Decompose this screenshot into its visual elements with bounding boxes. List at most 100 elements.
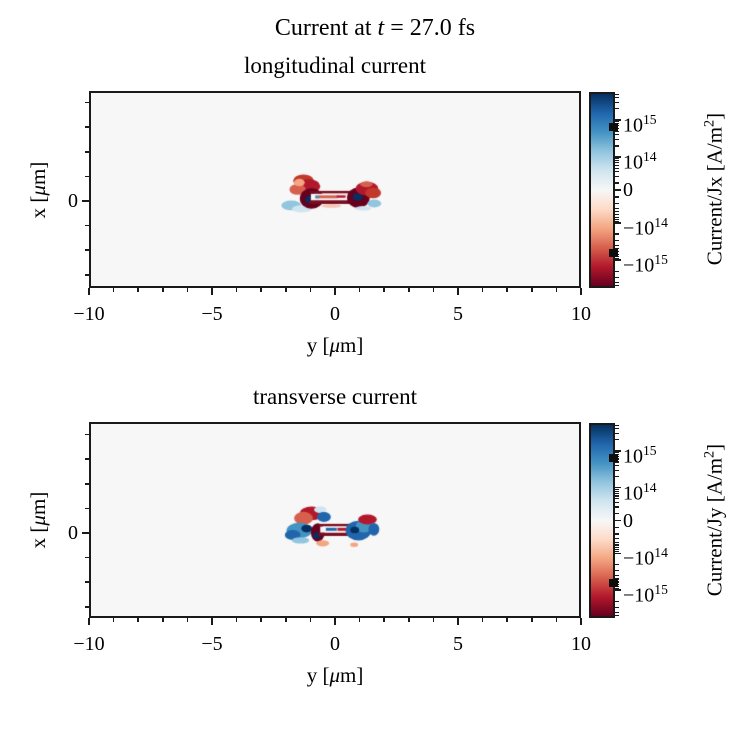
panel1-ytick-label: 0 (68, 190, 78, 212)
figure-title: Current at t = 27.0 fs (0, 14, 750, 42)
panel2-ytick-label: 0 (68, 522, 78, 544)
colorbar-minor-tick (615, 277, 619, 279)
x-minor-tick (260, 618, 262, 622)
panel1-title: longitudinal current (243, 53, 427, 78)
y-minor-tick (85, 458, 89, 460)
figure-title-text: Current at (274, 15, 378, 41)
y-minor-tick (85, 175, 89, 178)
colorbar-minor-tick (615, 182, 619, 184)
colorbar-tick-label: −1015 (623, 251, 668, 277)
colorbar-minor-tick (615, 160, 619, 162)
x-minor-tick (481, 618, 484, 622)
colorbar-minor-tick (615, 488, 619, 490)
colorbar-minor-tick (615, 498, 619, 500)
x-minor-tick (137, 288, 139, 292)
panel2-plot-area (89, 422, 581, 618)
colorbar-tick-label: 1015 (623, 112, 657, 137)
colorbar-minor-tick (615, 578, 619, 580)
panel2-heatmap (91, 424, 579, 616)
colorbar-minor-tick (615, 469, 619, 471)
colorbar-minor-tick (615, 220, 619, 222)
x-tick-label: 5 (453, 303, 463, 325)
x-minor-tick (506, 618, 508, 622)
colorbar-minor-tick (615, 281, 619, 283)
colorbar-major-tick (615, 156, 621, 158)
x-minor-tick (555, 288, 558, 292)
y-major-tick (82, 200, 89, 202)
y-minor-tick (85, 507, 89, 510)
y-minor-tick (85, 274, 89, 276)
colorbar-minor-tick (615, 207, 619, 209)
colorbar-minor-tick (615, 476, 619, 478)
colorbar-minor-tick (615, 130, 619, 132)
colorbar-minor-tick (615, 451, 619, 454)
colorbar-minor-tick (615, 570, 619, 572)
x-minor-tick (186, 288, 189, 292)
y-minor-tick (85, 151, 89, 153)
colorbar-major-tick (615, 189, 621, 191)
x-minor-tick (162, 618, 164, 622)
colorbar-tick-cluster (609, 122, 618, 131)
colorbar-minor-tick (615, 164, 619, 166)
colorbar-tick-cluster (609, 249, 618, 258)
colorbar-minor-tick (615, 428, 619, 430)
x-minor-tick (555, 618, 558, 622)
panel2-colorbar-label: Current/Jy [A/m2] (701, 443, 727, 597)
colorbar-minor-tick (615, 501, 619, 503)
colorbar-tick-label: 0 (623, 179, 633, 201)
colorbar-tick-label: 0 (623, 509, 633, 532)
x-minor-tick (285, 288, 287, 292)
panel2-title: transverse current (252, 384, 418, 409)
colorbar-minor-tick (615, 611, 619, 613)
colorbar-minor-tick (615, 202, 619, 205)
panel1-plot-area (89, 91, 581, 288)
colorbar-minor-tick (615, 121, 619, 123)
colorbar-minor-tick (615, 162, 619, 164)
x-tick-label: 0 (330, 303, 340, 325)
colorbar-minor-tick (615, 240, 619, 242)
colorbar-major-tick (615, 552, 621, 554)
x-tick-label: −10 (73, 633, 105, 655)
x-minor-tick (531, 288, 533, 292)
panel1-colorbar-label: Current/Jx [A/m2] (701, 112, 727, 266)
x-minor-tick (506, 288, 508, 292)
x-minor-tick (186, 618, 189, 622)
x-tick-label: 10 (571, 303, 591, 325)
colorbar-minor-tick (615, 175, 619, 178)
x-tick-label: −10 (73, 303, 105, 325)
colorbar-minor-tick (615, 544, 619, 546)
colorbar-minor-tick (615, 214, 619, 216)
x-tick-label: −5 (201, 633, 223, 655)
colorbar-minor-tick (615, 506, 619, 508)
x-minor-tick (383, 288, 385, 292)
colorbar-minor-tick (615, 218, 619, 220)
x-minor-tick (112, 288, 115, 292)
colorbar-major-tick (615, 589, 621, 591)
colorbar-minor-tick (615, 101, 619, 103)
colorbar-minor-tick (615, 546, 619, 549)
colorbar-minor-tick (615, 158, 619, 160)
y-major-tick (82, 532, 89, 534)
colorbar-tick-label: 1014 (623, 479, 657, 505)
colorbar-major-tick (615, 259, 621, 261)
panel2-ylabel: x [μm] (26, 491, 50, 549)
x-minor-tick (481, 288, 484, 292)
x-minor-tick (112, 618, 115, 622)
panel1-heatmap (91, 93, 579, 286)
x-major-tick (211, 288, 213, 295)
colorbar-tick-label: −1014 (623, 214, 668, 240)
colorbar-minor-tick (615, 216, 619, 218)
panel1-ylabel: x [μm] (26, 161, 50, 219)
colorbar-minor-tick (615, 233, 619, 235)
colorbar-minor-tick (615, 257, 619, 259)
x-major-tick (580, 618, 582, 625)
colorbar-minor-tick (615, 533, 619, 535)
colorbar-minor-tick (615, 537, 619, 540)
x-minor-tick (432, 288, 435, 292)
colorbar-tick-cluster (609, 579, 618, 588)
y-minor-tick (85, 483, 89, 485)
colorbar-minor-tick (615, 196, 619, 198)
colorbar-minor-tick (615, 464, 619, 467)
colorbar-major-tick (615, 450, 621, 452)
